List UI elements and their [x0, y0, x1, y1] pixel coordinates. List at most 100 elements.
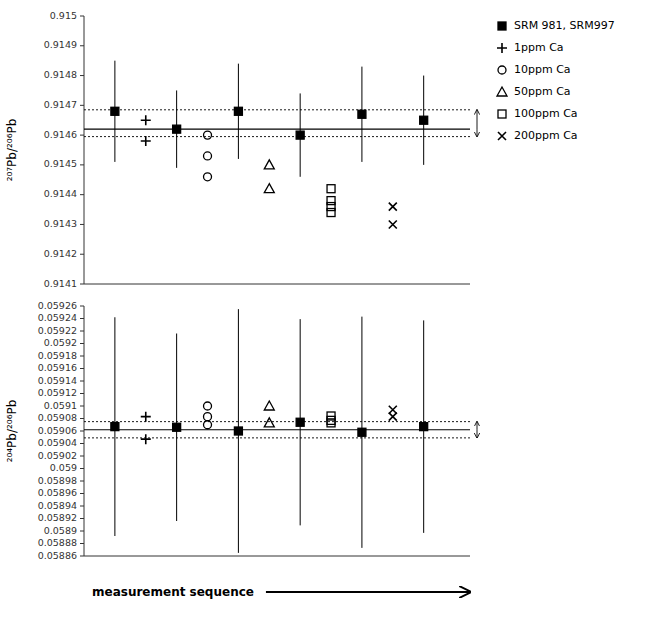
- reference-line: [84, 421, 470, 422]
- y-tick-label: 0.0589: [44, 525, 77, 536]
- legend-label: 10ppm Ca: [514, 63, 571, 76]
- data-point: [234, 427, 242, 435]
- data-point: [204, 421, 212, 429]
- y-tick: [80, 456, 84, 457]
- y-tick: [80, 543, 84, 544]
- y-tick-label: 0.9144: [44, 188, 77, 199]
- x-axis-line: [84, 284, 470, 285]
- data-point: [358, 428, 366, 436]
- y-tick: [80, 135, 84, 136]
- data-point: [264, 418, 274, 427]
- reference-line: [84, 136, 470, 137]
- data-point: [264, 401, 274, 410]
- y-tick: [80, 506, 84, 507]
- y-tick-label: 0.9141: [44, 278, 77, 289]
- legend-swatch: [498, 66, 506, 74]
- legend-swatch: [498, 110, 506, 118]
- data-point: [141, 434, 151, 444]
- y-tick-label: 0.05894: [38, 500, 77, 511]
- y-tick-label: 0.9149: [44, 39, 77, 50]
- legend-swatch: [497, 43, 507, 53]
- data-point: [420, 116, 428, 124]
- y-tick: [80, 224, 84, 225]
- data-point: [173, 423, 181, 431]
- data-point: [204, 152, 212, 160]
- panel: 0.05886 0.058880.0589 0.058920.05894 0.0589…: [5, 300, 477, 561]
- data-point: [111, 107, 119, 115]
- x-axis-arrow: [266, 591, 470, 593]
- data-point: [111, 423, 119, 431]
- y-tick: [80, 381, 84, 382]
- y-tick-label: 0.05898: [38, 475, 77, 486]
- data-point: [141, 136, 151, 146]
- data-point: [389, 413, 397, 421]
- data-point: [389, 203, 397, 211]
- data-point: [204, 413, 212, 421]
- y-tick: [80, 556, 84, 557]
- reference-line: [84, 109, 470, 110]
- y-tick: [80, 75, 84, 76]
- y-tick: [80, 431, 84, 432]
- reference-line: [84, 429, 470, 430]
- y-tick-label: 0.05892: [38, 512, 77, 523]
- data-point: [173, 125, 181, 133]
- data-point: [420, 423, 428, 431]
- y-tick: [80, 194, 84, 195]
- y-tick: [80, 45, 84, 46]
- data-point: [141, 115, 151, 125]
- y-tick-label: 0.05896: [38, 487, 77, 498]
- data-point: [296, 418, 304, 426]
- y-tick: [80, 16, 84, 17]
- data-point: [327, 419, 335, 427]
- y-tick: [80, 468, 84, 469]
- y-tick: [80, 531, 84, 532]
- legend-label: 200ppm Ca: [514, 129, 578, 142]
- y-tick-label: 0.9145: [44, 158, 77, 169]
- reference-line: [84, 437, 470, 438]
- y-tick: [80, 164, 84, 165]
- data-point: [327, 197, 335, 205]
- reference-arrow: [477, 110, 478, 129]
- y-tick-label: 0.05914: [38, 375, 77, 386]
- legend: SRM 981, SRM9971ppm Ca10ppm Ca50ppm Ca10…: [497, 19, 615, 142]
- reference-arrow: [477, 129, 478, 136]
- data-point: [389, 406, 397, 414]
- y-tick: [80, 518, 84, 519]
- y-tick-label: 0.05912: [38, 387, 77, 398]
- y-tick-label: 0.05888: [38, 537, 77, 548]
- y-tick: [80, 493, 84, 494]
- y-tick: [80, 105, 84, 106]
- data-point: [264, 160, 274, 169]
- panel: 0.9141 0.9142 0.9143 0.9144 0.9145 0.9146 0.91…: [5, 10, 477, 289]
- x-axis-label: measurement sequence: [92, 585, 254, 599]
- chart-root: 0.9141 0.9142 0.9143 0.9144 0.9145 0.9146 0.91…: [0, 0, 661, 620]
- y-tick-label: 0.05906: [38, 425, 77, 436]
- y-tick: [80, 393, 84, 394]
- data-point: [234, 107, 242, 115]
- marks: [111, 61, 428, 229]
- x-axis-line: [84, 556, 470, 557]
- data-point: [141, 412, 151, 422]
- y-tick: [80, 356, 84, 357]
- y-tick-label: 0.9142: [44, 248, 77, 259]
- data-point: [204, 402, 212, 410]
- data-point: [327, 185, 335, 193]
- data-point: [204, 173, 212, 181]
- y-tick: [80, 368, 84, 369]
- y-tick-label: 0.05902: [38, 450, 77, 461]
- legend-label: 100ppm Ca: [514, 107, 578, 120]
- data-point: [204, 131, 212, 139]
- legend-label: 50ppm Ca: [514, 85, 571, 98]
- legend-swatch: [498, 22, 506, 30]
- y-tick-label: 0.05918: [38, 350, 77, 361]
- y-tick-label: 0.9146: [44, 129, 77, 140]
- y-tick: [80, 443, 84, 444]
- reference-line: [84, 129, 470, 130]
- y-tick-label: 0.05908: [38, 412, 77, 423]
- y-tick-label: 0.05886: [38, 550, 77, 561]
- marks: [111, 309, 428, 553]
- data-point: [327, 209, 335, 217]
- y-tick-label: 0.05916: [38, 362, 77, 373]
- y-tick-label: 0.9143: [44, 218, 77, 229]
- y-tick: [80, 306, 84, 307]
